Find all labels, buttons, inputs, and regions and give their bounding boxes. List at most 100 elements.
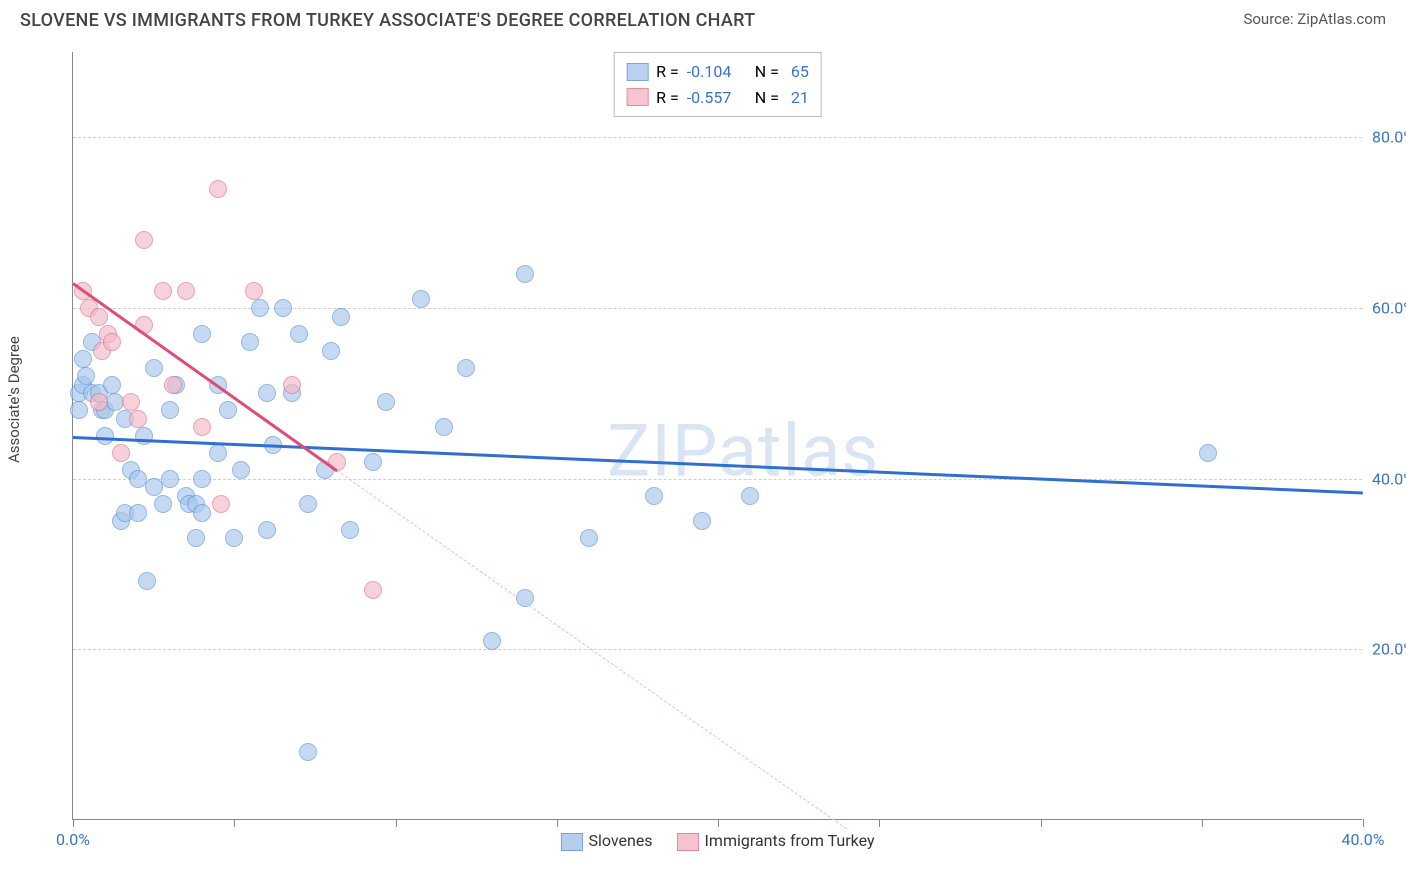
legend-series-item: Immigrants from Turkey <box>677 831 875 851</box>
data-point <box>193 470 211 488</box>
data-point <box>645 487 663 505</box>
data-point <box>193 504 211 522</box>
x-tick <box>557 819 558 827</box>
y-tick-label: 80.0% <box>1372 128 1406 147</box>
legend-n-value: 21 <box>787 85 809 111</box>
gridline <box>73 649 1362 650</box>
trend-line-slovenes <box>73 436 1363 494</box>
x-tick <box>1041 819 1042 827</box>
data-point <box>129 410 147 428</box>
data-point <box>412 290 430 308</box>
chart-title: SLOVENE VS IMMIGRANTS FROM TURKEY ASSOCI… <box>20 10 755 31</box>
data-point <box>364 581 382 599</box>
x-tick <box>396 819 397 827</box>
legend-swatch <box>626 88 648 106</box>
data-point <box>90 308 108 326</box>
legend-r-value: -0.104 <box>687 59 743 85</box>
data-point <box>103 333 121 351</box>
legend-r-label: R = <box>656 85 679 111</box>
data-point <box>435 418 453 436</box>
legend-series-item: Slovenes <box>560 831 652 851</box>
data-point <box>364 453 382 471</box>
data-point <box>135 231 153 249</box>
data-point <box>377 393 395 411</box>
data-point <box>209 180 227 198</box>
legend-swatch <box>560 833 582 851</box>
data-point <box>90 393 108 411</box>
data-point <box>161 401 179 419</box>
data-point <box>241 333 259 351</box>
data-point <box>122 393 140 411</box>
data-point <box>741 487 759 505</box>
data-point <box>77 367 95 385</box>
gridline <box>73 137 1362 138</box>
data-point <box>96 427 114 445</box>
legend-swatch <box>677 833 699 851</box>
x-tick-label: 40.0% <box>1342 830 1385 849</box>
data-point <box>251 299 269 317</box>
gridline <box>73 479 1362 480</box>
data-point <box>232 461 250 479</box>
data-point <box>138 572 156 590</box>
data-point <box>693 512 711 530</box>
data-point <box>129 504 147 522</box>
data-point <box>341 521 359 539</box>
legend-series-label: Slovenes <box>588 831 652 850</box>
data-point <box>258 384 276 402</box>
y-tick-label: 40.0% <box>1372 469 1406 488</box>
data-point <box>193 418 211 436</box>
x-tick <box>1202 819 1203 827</box>
data-point <box>154 282 172 300</box>
x-tick <box>718 819 719 827</box>
data-point <box>274 299 292 317</box>
data-point <box>245 282 263 300</box>
data-point <box>187 529 205 547</box>
legend-n-value: 65 <box>787 59 809 85</box>
watermark: ZIPatlas <box>607 408 879 493</box>
data-point <box>219 401 237 419</box>
y-axis-label: Associate's Degree <box>5 336 23 463</box>
data-point <box>161 470 179 488</box>
data-point <box>145 359 163 377</box>
x-tick <box>73 819 74 827</box>
data-point <box>332 308 350 326</box>
data-point <box>290 325 308 343</box>
data-point <box>145 478 163 496</box>
data-point <box>193 325 211 343</box>
data-point <box>457 359 475 377</box>
data-point <box>209 444 227 462</box>
x-tick <box>234 819 235 827</box>
chart-container: Associate's Degree ZIPatlas 20.0%40.0%60… <box>20 44 1386 882</box>
data-point <box>164 376 182 394</box>
data-point <box>70 401 88 419</box>
data-point <box>258 521 276 539</box>
legend-r-label: R = <box>656 59 679 85</box>
legend-n-label: N = <box>751 85 779 111</box>
data-point <box>516 265 534 283</box>
data-point <box>580 529 598 547</box>
legend-stats-row: R = -0.557 N = 21 <box>626 85 809 111</box>
data-point <box>225 529 243 547</box>
data-point <box>322 342 340 360</box>
data-point <box>112 444 130 462</box>
legend-n-label: N = <box>751 59 779 85</box>
data-point <box>212 495 230 513</box>
y-tick-label: 20.0% <box>1372 640 1406 659</box>
data-point <box>283 376 301 394</box>
data-point <box>483 632 501 650</box>
y-tick-label: 60.0% <box>1372 299 1406 318</box>
legend-r-value: -0.557 <box>687 85 743 111</box>
data-point <box>177 282 195 300</box>
legend-stats-row: R = -0.104 N = 65 <box>626 59 809 85</box>
data-point <box>299 743 317 761</box>
data-point <box>299 495 317 513</box>
data-point <box>74 350 92 368</box>
legend-swatch <box>626 63 648 81</box>
legend-series: Slovenes Immigrants from Turkey <box>560 831 874 851</box>
data-point <box>1199 444 1217 462</box>
x-tick <box>879 819 880 827</box>
plot-area: ZIPatlas 20.0%40.0%60.0%80.0%0.0%40.0%R … <box>72 52 1362 820</box>
x-tick-label: 0.0% <box>56 830 90 849</box>
legend-series-label: Immigrants from Turkey <box>705 831 875 850</box>
source-label: Source: ZipAtlas.com <box>1243 10 1386 28</box>
